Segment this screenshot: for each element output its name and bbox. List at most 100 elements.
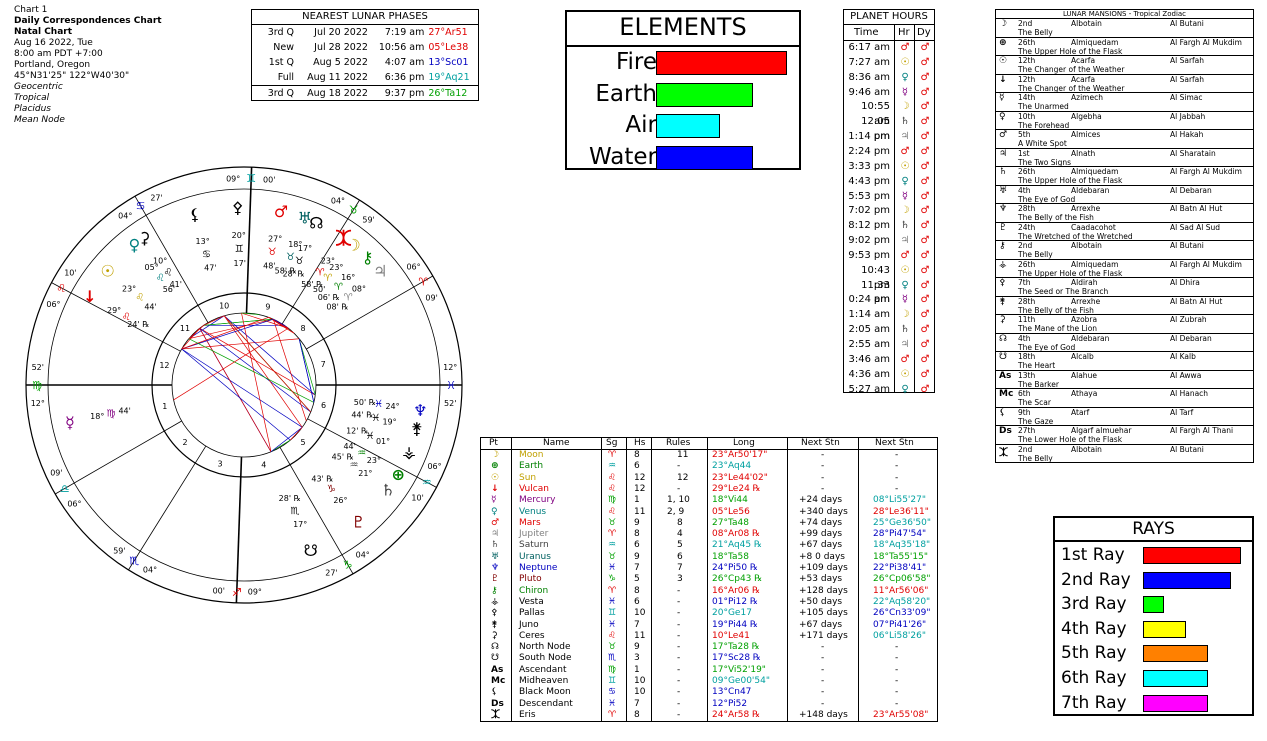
rules-value: - xyxy=(677,709,681,720)
mansion-arabic-name: Al Tarf xyxy=(1170,407,1194,417)
aspect-line xyxy=(241,312,272,452)
lunar-phase-row: Full Aug 11 2022 6:36 pm 19°Aq21 xyxy=(252,70,478,86)
hour-row: 3:33 pm ☉ ♂ xyxy=(844,160,934,175)
planet-placement: ☊17°♉28' ℞ xyxy=(283,213,324,278)
table-row: ☊ North Node ♉ 9 - 17°Ta28 ℞ - - xyxy=(481,642,937,653)
next-station-days: - xyxy=(821,483,825,494)
mansion-arabic-name: Al Fargh Al Mukdim xyxy=(1170,37,1242,47)
planet-icon: ⚳ xyxy=(491,630,498,641)
planet-icon: ☋ xyxy=(491,653,499,664)
mansion-number: 6th xyxy=(1018,389,1031,398)
house-number: 10 xyxy=(634,687,646,698)
cusp-sign-icon: ♓ xyxy=(446,379,456,392)
house-number: 4 xyxy=(261,461,266,470)
cusp-minutes: 27' xyxy=(150,193,162,202)
hour-row: 5:53 pm ☿ ♂ xyxy=(844,190,934,205)
divider xyxy=(858,438,859,721)
planet-minutes: 44' ℞ xyxy=(351,411,373,420)
cusp-minutes: 52' xyxy=(32,363,44,372)
mansion-name: Almiquedam xyxy=(1071,259,1119,269)
mansion-meaning: The Gaze xyxy=(1018,416,1054,426)
planet-icon: ☽ xyxy=(346,236,360,255)
table-row: ♆ Neptune ♓ 7 7 24°Pi50 ℞ +109 days 22°Pi38'41" xyxy=(481,563,937,574)
house-cusp-line xyxy=(307,418,437,488)
aspect-line xyxy=(298,338,315,403)
phase-date: Aug 5 2022 xyxy=(313,57,368,68)
planet-placement: ♄ 21°♒45' ℞ xyxy=(332,453,396,500)
planet-sign-icon: ♑ xyxy=(327,484,336,495)
chart-title: Daily Correspondences Chart xyxy=(14,16,162,26)
mansion-row: ♅ 4th Aldebaran Al Debaran The Eye of God xyxy=(996,184,1253,204)
aspect-line xyxy=(268,317,295,334)
hour-row: 9:53 pm ♂ ♂ xyxy=(844,249,934,264)
planet-icon: ♄ xyxy=(999,167,1008,177)
mansion-row: ☉ 12th Acarfa Al Sarfah The Changer of the W… xyxy=(996,55,1253,74)
mansion-number: 12th xyxy=(1018,56,1036,65)
rules-value: - xyxy=(677,596,681,607)
rules-value: - xyxy=(677,642,681,653)
planet-degree: 08° xyxy=(352,285,366,294)
planet-name: Neptune xyxy=(519,563,558,573)
hour-row: 2:05 am ♄ ♂ xyxy=(844,323,934,338)
mansion-row: ⚶ 26th Almiquedam Al Fargh Al Mukdim The Upp… xyxy=(996,258,1253,278)
day-ruler-icon: ♂ xyxy=(920,71,930,83)
aspect-ring xyxy=(151,292,337,478)
hour-ruler-icon: ☽ xyxy=(900,205,910,217)
phase-position: 26°Ta12 xyxy=(426,85,478,101)
house-cusp-label: 04°♑ 27' xyxy=(325,551,370,578)
hour-row: 12:05 pm ♄ ♂ xyxy=(844,115,934,142)
next-station-position: 18°Ta55'15" xyxy=(873,551,928,562)
house-cusp-line xyxy=(235,456,243,603)
planet-sign-icon: ♓ xyxy=(366,431,375,442)
mansion-name: Alcalb xyxy=(1071,352,1094,361)
planet-degree: 23° xyxy=(367,456,381,465)
next-station-position: 11°Ar56'06" xyxy=(873,585,929,596)
planet-placement: ♂ 27° ♉ 48' xyxy=(263,202,288,271)
hour-ruler-icon: ♃ xyxy=(900,235,910,247)
planet-icon: Mc xyxy=(491,676,506,686)
lunar-phases-title: NEAREST LUNAR PHASES xyxy=(252,10,478,25)
sign-icon: ♑ xyxy=(608,574,617,585)
hour-ruler-icon: ☉ xyxy=(900,56,910,68)
hour-ruler-icon: ♄ xyxy=(900,116,910,128)
hour-time: 11:33 pm xyxy=(861,279,890,306)
mansion-name: Alahue xyxy=(1071,370,1097,380)
planet-icon: ⯰ xyxy=(491,709,501,720)
house-cusp-label: 09° ♐ 00' xyxy=(213,586,262,599)
planet-icon: ♂ xyxy=(274,202,288,221)
planet-icon: ♂ xyxy=(999,130,1008,140)
ray-row: 5th Ray xyxy=(1055,641,1252,666)
cusp-sign-icon: ♈ xyxy=(418,276,428,289)
aspect-line xyxy=(181,348,303,428)
mansion-row: Ds 27th Algarf almuehar Al Fargh Al Thani Th… xyxy=(996,425,1253,444)
hour-time: 5:27 am xyxy=(848,383,890,395)
hour-ruler-icon: ☉ xyxy=(900,264,910,276)
phase-name: 3rd Q xyxy=(252,85,296,101)
mansion-name: Azobra xyxy=(1071,315,1098,324)
mansion-meaning: The Upper Hole of the Flask xyxy=(1018,46,1123,56)
hour-time: 2:05 am xyxy=(848,324,890,336)
house-cusp-line xyxy=(245,167,253,314)
planet-placement: ☽23°♈50' xyxy=(313,236,361,294)
planet-icon: ☊ xyxy=(999,333,1007,344)
planet-name: Black Moon xyxy=(519,687,571,698)
hour-time: 3:33 pm xyxy=(848,160,890,172)
cusp-degree: 09° xyxy=(248,588,262,597)
planet-icon: ⊕ xyxy=(391,465,404,484)
house-number: 8 xyxy=(634,585,640,596)
planet-minutes: 12' ℞ xyxy=(346,427,368,436)
chart-subtitle: Natal Chart xyxy=(14,27,73,37)
hour-time: 7:27 am xyxy=(848,56,890,68)
aspect-line xyxy=(273,318,285,326)
aspect-line xyxy=(181,348,291,441)
next-station-position: - xyxy=(895,687,899,698)
day-ruler-icon: ♂ xyxy=(920,339,930,350)
hour-row: 8:12 pm ♄ ♂ xyxy=(844,219,934,234)
planet-minutes: 48' xyxy=(263,262,275,271)
ray-label: 6th Ray xyxy=(1061,668,1127,688)
longitude-value: 23°Le44'02" xyxy=(712,472,768,483)
mansion-meaning: The Belly xyxy=(1018,28,1053,37)
planet-icon: ⚶ xyxy=(491,596,499,607)
next-station-days: +128 days xyxy=(799,585,848,596)
planet-positions-table: Pt Name Sg Hs Rules Long Next Stn Next S… xyxy=(480,437,938,722)
